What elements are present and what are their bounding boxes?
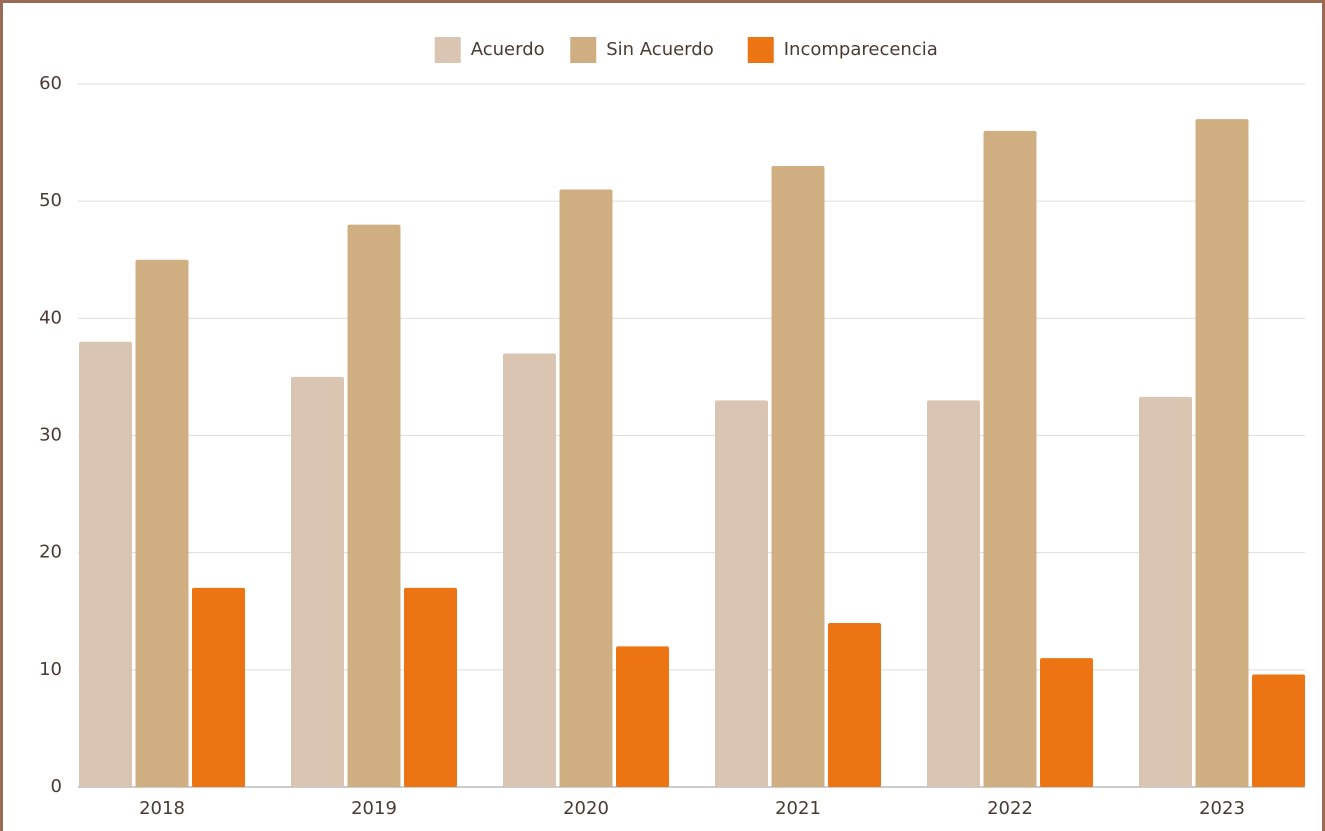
bar [715,400,768,787]
y-tick-label: 50 [39,190,62,211]
bar [1040,658,1093,787]
bar [616,646,669,787]
x-tick-label: 2020 [563,798,609,819]
bar [347,224,401,788]
y-tick-label: 40 [39,307,62,328]
legend-label: Incomparecencia [784,39,938,60]
bar [927,400,980,787]
bar [983,130,1037,787]
bar [192,587,245,787]
y-tick-label: 60 [39,73,62,94]
legend-swatch [434,37,461,63]
y-tick-label: 10 [39,659,62,680]
bar [828,622,881,787]
x-tick-label: 2022 [987,798,1033,819]
legend-label: Acuerdo [471,39,545,60]
bar [79,341,132,787]
legend-swatch [747,37,774,63]
x-tick-label: 2018 [139,798,185,819]
legend-label: Sin Acuerdo [606,39,713,60]
bar [404,587,457,787]
y-tick-label: 30 [39,425,62,446]
bar [771,166,825,787]
bar [1252,674,1305,787]
bar [1195,119,1249,787]
bar [135,259,189,787]
y-tick-label: 0 [51,776,62,797]
legend-swatch [570,37,597,63]
bar [1139,396,1192,787]
bar [291,376,344,787]
x-tick-label: 2021 [775,798,821,819]
y-tick-label: 20 [39,542,62,563]
bar [503,353,556,787]
x-tick-label: 2023 [1199,798,1245,819]
bar [559,189,613,787]
x-tick-label: 2019 [351,798,397,819]
